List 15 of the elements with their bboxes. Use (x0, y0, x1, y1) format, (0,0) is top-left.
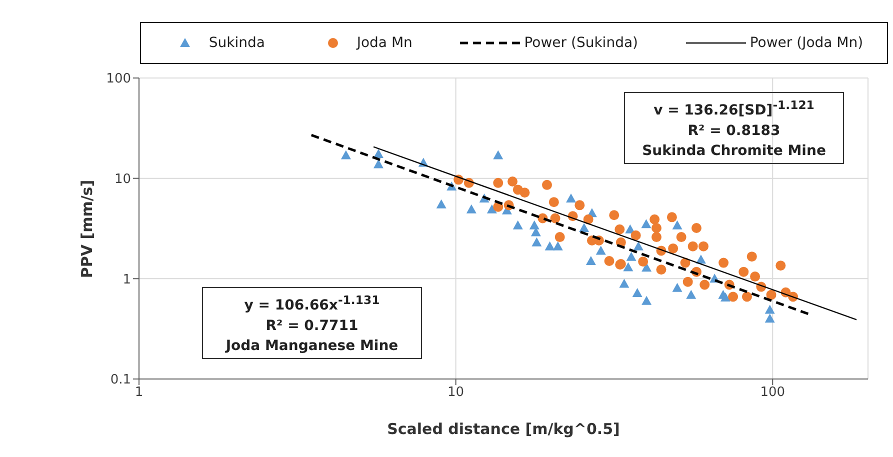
x-tick-label: 100 (760, 385, 786, 400)
y-axis-title: PPV [mm/s] (78, 178, 97, 280)
x-axis-title: Scaled distance [m/kg^0.5] (386, 420, 621, 438)
legend-label: Sukinda (208, 35, 266, 51)
y-tick-label: 100 (106, 72, 131, 87)
legend-label: Joda Mn (356, 35, 412, 51)
y-tick-label: 10 (114, 172, 131, 187)
legend-label: Power (Joda Mn) (750, 35, 864, 51)
y-tick-label: 0.1 (110, 372, 131, 388)
x-tick-label: 1 (134, 385, 144, 400)
x-tick-label: 10 (448, 385, 464, 400)
y-tick-label: 1 (122, 272, 131, 288)
annotation: y = 106.66x$^{-1.131}$ R² = 0.7711 Joda Manganese Mine (203, 290, 421, 356)
annotation: v = 136.26[SD]$^{-1.121}$ R² = 0.8183 Sukinda Chromite Mine (625, 95, 843, 161)
legend-label: Power (Sukinda) (524, 35, 638, 51)
